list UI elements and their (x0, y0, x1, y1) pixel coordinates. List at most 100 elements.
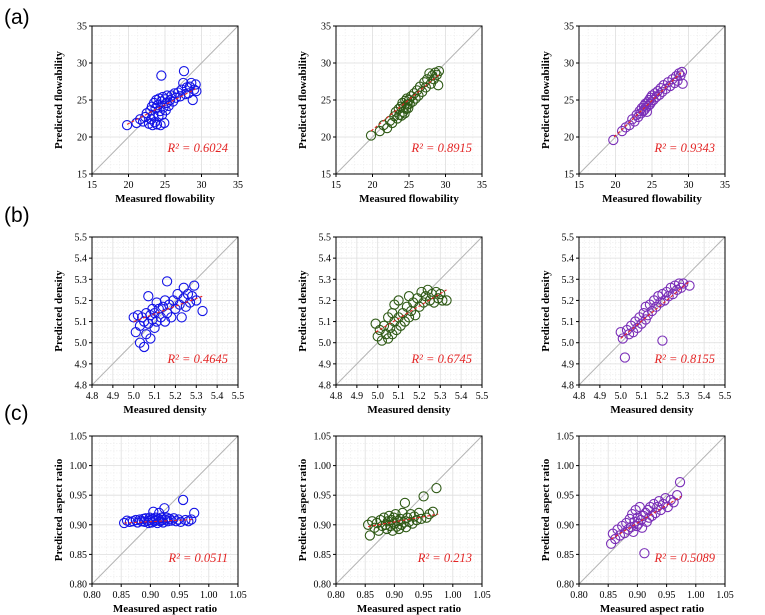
data-point (138, 341, 150, 353)
data-point (632, 512, 643, 523)
data-point (410, 310, 421, 321)
data-point (130, 326, 141, 338)
data-point (407, 96, 418, 107)
y-tick-label: 1.05 (557, 432, 575, 443)
data-point (655, 504, 666, 516)
data-point (628, 526, 639, 538)
data-point (186, 77, 197, 89)
x-axis-title: Measured flowability (359, 193, 459, 205)
data-point (367, 516, 378, 527)
y-axis-title: Predicted density (297, 270, 309, 352)
r-squared-label: R² = 0.9343 (654, 141, 715, 155)
y-tick-label: 5.4 (319, 254, 332, 265)
x-tick-label: 0.85 (599, 590, 617, 601)
x-tick-label: 0.90 (386, 590, 404, 601)
x-tick-label: 5.0 (614, 391, 627, 402)
y-tick-label: 0.95 (70, 491, 88, 502)
x-tick-label: 5.3 (434, 391, 447, 402)
data-point (678, 278, 689, 289)
x-tick-label: 4.8 (330, 391, 343, 402)
data-point (189, 84, 200, 95)
x-tick-label: 1.05 (716, 590, 734, 601)
trend-line (126, 88, 196, 125)
data-point (419, 77, 430, 88)
y-tick-label: 5.4 (75, 254, 88, 265)
data-point (435, 288, 446, 300)
data-point (631, 109, 642, 120)
x-axis-title: Measured density (610, 404, 694, 416)
trend-line (133, 295, 203, 323)
y-tick-label: 20 (77, 133, 87, 144)
x-tick-label: 4.8 (573, 391, 586, 402)
y-tick-label: 25 (564, 96, 574, 107)
y-tick-label: 20 (564, 133, 574, 144)
data-point (437, 295, 448, 306)
x-tick-label: 15 (331, 180, 341, 191)
x-tick-label: 4.9 (351, 391, 364, 402)
panel-tag-b: (b) (4, 204, 30, 227)
data-point (654, 89, 665, 100)
data-point (616, 125, 628, 137)
chart-density-2: 4.8 4.9 5.0 5.1 5.2 5.3 5.4 5.5 4.8 4.9 5.0 5.1 5.2 5… (297, 233, 488, 417)
y-tick-label: 35 (77, 22, 87, 33)
y-tick-label: 0.85 (70, 550, 88, 561)
trend-line (613, 70, 684, 138)
data-point (617, 333, 628, 344)
data-point (175, 516, 186, 527)
data-point (189, 280, 200, 291)
data-point (614, 530, 626, 541)
data-point (183, 516, 194, 527)
data-point (405, 508, 416, 520)
data-point (364, 530, 376, 541)
y-tick-label: 5.5 (319, 233, 332, 244)
data-point (420, 82, 431, 93)
y-tick-label: 5.3 (75, 275, 88, 286)
x-tick-label: 5.1 (635, 391, 648, 402)
data-point (441, 295, 452, 306)
x-tick-label: 25 (160, 180, 170, 191)
trend-line (124, 518, 195, 524)
y-tick-label: 5.5 (75, 233, 88, 244)
data-point (632, 111, 644, 123)
y-tick-label: 5.2 (319, 296, 332, 307)
y-tick-label: 4.9 (75, 359, 88, 370)
x-tick-label: 0.80 (570, 590, 588, 601)
data-point (191, 85, 202, 97)
data-point (392, 516, 404, 527)
x-tick-label: 5.1 (392, 391, 405, 402)
data-point (677, 78, 688, 89)
data-point (151, 119, 163, 130)
r-squared-label: R² = 0.213 (417, 551, 472, 565)
data-point (173, 514, 184, 525)
x-tick-label: 35 (720, 180, 730, 191)
data-point (684, 280, 695, 291)
data-point (433, 80, 444, 91)
y-tick-label: 5.0 (562, 338, 575, 349)
data-point (396, 519, 407, 530)
y-tick-label: 4.8 (562, 381, 575, 392)
data-point (145, 333, 156, 344)
plot-frame (91, 236, 239, 386)
x-tick-label: 30 (441, 180, 451, 191)
data-point (643, 100, 654, 112)
data-point (147, 120, 158, 131)
y-tick-label: 30 (321, 59, 331, 70)
data-point (134, 514, 146, 525)
x-tick-label: 1.00 (687, 590, 705, 601)
y-tick-label: 0.80 (70, 580, 88, 591)
y-tick-label: 35 (321, 22, 331, 33)
y-tick-label: 0.85 (314, 550, 332, 561)
y-tick-label: 0.95 (314, 491, 332, 502)
x-tick-label: 1.05 (229, 590, 247, 601)
data-point (624, 120, 635, 131)
y-tick-label: 5.1 (562, 317, 575, 328)
panel-tag-c: (c) (4, 402, 29, 425)
data-point (433, 65, 445, 77)
y-tick-label: 30 (564, 59, 574, 70)
y-tick-label: 1.05 (314, 432, 332, 443)
data-point (374, 125, 385, 137)
x-tick-label: 0.95 (658, 590, 676, 601)
data-point (167, 96, 179, 107)
data-point (418, 491, 429, 502)
x-tick-label: 4.9 (107, 391, 120, 402)
